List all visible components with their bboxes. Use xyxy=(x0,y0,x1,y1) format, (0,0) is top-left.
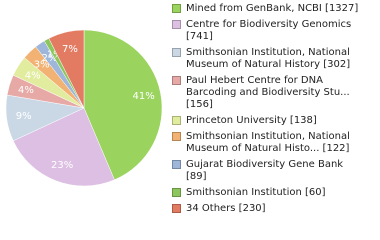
legend-swatch xyxy=(172,20,181,29)
slice-label: 7% xyxy=(62,44,78,55)
legend-item: Gujarat Biodiversity Gene Bank [89] xyxy=(172,159,377,183)
legend-swatch xyxy=(172,204,181,213)
legend-label: Smithsonian Institution [60] xyxy=(186,187,326,198)
slice-label: 3% xyxy=(34,59,50,70)
legend-swatch xyxy=(172,4,181,13)
legend-item: Smithsonian Institution [60] xyxy=(172,187,377,199)
legend-label: Smithsonian Institution, National Museum… xyxy=(186,47,351,70)
legend-swatch xyxy=(172,76,181,85)
legend-label: Paul Hebert Centre for DNA Barcoding and… xyxy=(186,75,350,110)
slice-label: 4% xyxy=(25,70,41,81)
legend-swatch xyxy=(172,188,181,197)
legend-item: Paul Hebert Centre for DNA Barcoding and… xyxy=(172,75,377,111)
slice-label: 2% xyxy=(42,53,58,64)
legend-swatch xyxy=(172,48,181,57)
legend-label: Centre for Biodiversity Genomics [741] xyxy=(186,19,352,42)
pie: 41%23%9%4%4%3%2%1%7% xyxy=(5,29,163,187)
slice-label: 4% xyxy=(18,85,34,96)
legend-item: Smithsonian Institution, National Museum… xyxy=(172,47,377,71)
slice-label: 1% xyxy=(47,50,63,61)
pie-slice xyxy=(83,29,163,181)
legend-label: Gujarat Biodiversity Gene Bank [89] xyxy=(186,159,344,182)
pie-slice xyxy=(12,107,115,187)
legend-item: 34 Others [230] xyxy=(172,203,377,215)
slice-label: 41% xyxy=(133,91,155,102)
legend-label: Smithsonian Institution, National Museum… xyxy=(186,131,350,154)
legend-swatch xyxy=(172,160,181,169)
legend-item: Centre for Biodiversity Genomics [741] xyxy=(172,19,377,43)
legend-label: Mined from GenBank, NCBI [1327] xyxy=(186,3,359,14)
legend-item: Mined from GenBank, NCBI [1327] xyxy=(172,3,377,15)
slice-label: 9% xyxy=(16,111,32,122)
legend-item: Princeton University [138] xyxy=(172,115,377,127)
legend-swatch xyxy=(172,132,181,141)
legend: Mined from GenBank, NCBI [1327] Centre fo… xyxy=(172,3,377,219)
slice-label: 23% xyxy=(51,160,73,171)
legend-label: Princeton University [138] xyxy=(186,115,317,126)
pie-slice xyxy=(48,29,85,109)
legend-swatch xyxy=(172,116,181,125)
legend-item: Smithsonian Institution, National Museum… xyxy=(172,131,377,155)
legend-label: 34 Others [230] xyxy=(186,203,266,214)
